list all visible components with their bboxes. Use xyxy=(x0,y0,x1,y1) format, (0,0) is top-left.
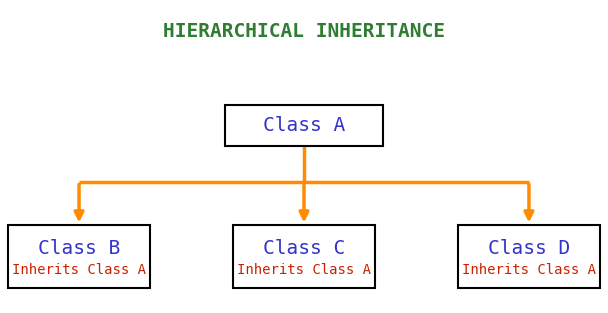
Text: Class C: Class C xyxy=(263,239,345,258)
FancyBboxPatch shape xyxy=(8,225,150,288)
Text: Inherits Class A: Inherits Class A xyxy=(237,264,371,277)
Text: Inherits Class A: Inherits Class A xyxy=(462,264,596,277)
FancyBboxPatch shape xyxy=(232,225,375,288)
Text: Inherits Class A: Inherits Class A xyxy=(12,264,146,277)
Text: HIERARCHICAL INHERITANCE: HIERARCHICAL INHERITANCE xyxy=(163,22,445,41)
Text: Class B: Class B xyxy=(38,239,120,258)
FancyBboxPatch shape xyxy=(225,105,383,146)
Text: Class D: Class D xyxy=(488,239,570,258)
FancyBboxPatch shape xyxy=(457,225,600,288)
Text: Class A: Class A xyxy=(263,116,345,135)
